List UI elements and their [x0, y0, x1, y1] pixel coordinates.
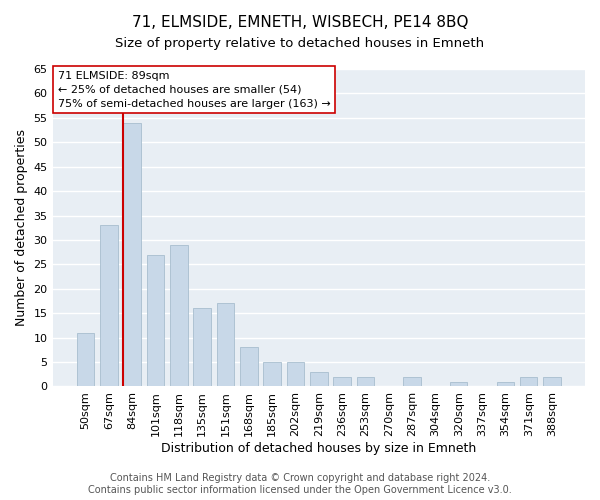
Text: Contains HM Land Registry data © Crown copyright and database right 2024.
Contai: Contains HM Land Registry data © Crown c…	[88, 474, 512, 495]
X-axis label: Distribution of detached houses by size in Emneth: Distribution of detached houses by size …	[161, 442, 476, 455]
Bar	[170, 245, 188, 386]
Bar	[287, 362, 304, 386]
Bar	[240, 348, 257, 387]
Bar	[124, 122, 141, 386]
Bar	[147, 254, 164, 386]
Text: 71 ELMSIDE: 89sqm
← 25% of detached houses are smaller (54)
75% of semi-detached: 71 ELMSIDE: 89sqm ← 25% of detached hous…	[58, 70, 331, 108]
Bar	[450, 382, 467, 386]
Bar	[217, 304, 234, 386]
Bar	[334, 376, 351, 386]
Bar	[100, 226, 118, 386]
Bar	[356, 376, 374, 386]
Bar	[77, 332, 94, 386]
Bar	[263, 362, 281, 386]
Bar	[310, 372, 328, 386]
Y-axis label: Number of detached properties: Number of detached properties	[15, 129, 28, 326]
Bar	[544, 376, 561, 386]
Text: 71, ELMSIDE, EMNETH, WISBECH, PE14 8BQ: 71, ELMSIDE, EMNETH, WISBECH, PE14 8BQ	[132, 15, 468, 30]
Bar	[497, 382, 514, 386]
Text: Size of property relative to detached houses in Emneth: Size of property relative to detached ho…	[115, 38, 485, 51]
Bar	[520, 376, 538, 386]
Bar	[193, 308, 211, 386]
Bar	[403, 376, 421, 386]
